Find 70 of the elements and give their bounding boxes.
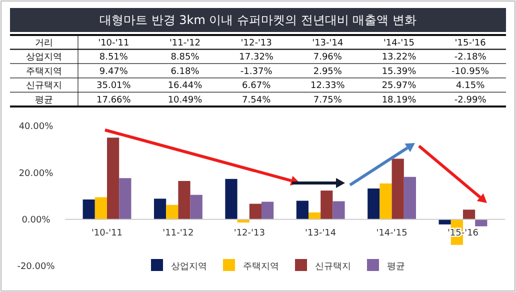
bar [368, 188, 380, 220]
category-label: '10-'11 [98, 38, 130, 48]
text: 주택지역 [26, 66, 62, 77]
x-tick-label: '14-'15 [376, 228, 408, 238]
text: 상업지역 [26, 52, 62, 63]
data-label: 12.33% [310, 81, 346, 92]
data-label: 9.47% [99, 66, 128, 77]
category-label: '13-'14 [312, 38, 344, 48]
y-tick-label: 0.00% [22, 215, 51, 226]
data-label: 4.15% [456, 81, 486, 92]
bar [107, 138, 120, 220]
data-label: 25.97% [382, 81, 417, 92]
bar [94, 197, 108, 220]
data-label: 16.44% [168, 81, 203, 92]
x-tick-label: '10-'11 [91, 228, 123, 238]
text: 평균 [35, 96, 53, 106]
data-label: 6.18% [170, 66, 200, 77]
category-label: '15-'16 [454, 38, 486, 48]
bar [320, 190, 333, 220]
data-label: -2.18% [454, 52, 487, 63]
x-tick-label: '13-'14 [305, 228, 336, 238]
bar [332, 201, 345, 220]
y-tick-label: 20.00% [18, 168, 54, 179]
text: 신규택지 [26, 81, 62, 92]
data-label: 2.95% [313, 66, 342, 77]
data-label: 17.66% [96, 96, 132, 106]
bar [296, 200, 308, 220]
data-label: -1.37% [240, 66, 273, 77]
x-tick-label: '11-'12 [162, 228, 194, 238]
bar [380, 183, 392, 220]
data-label: 7.54% [242, 96, 272, 106]
data-label: 7.75% [313, 96, 342, 106]
bar [462, 210, 476, 220]
data-label: 8.51% [99, 52, 128, 63]
category-label: '12-'13 [240, 38, 272, 48]
data-label: 8.85% [170, 52, 200, 63]
legend-label: 상업지역 [171, 262, 207, 272]
data-label: 13.22% [382, 52, 417, 63]
data-label: 35.01% [96, 81, 132, 92]
data-label: -10.95% [452, 66, 490, 77]
bar [475, 219, 488, 226]
bar [249, 204, 262, 220]
chart-title: 대형마트 반경 3km 이내 슈퍼마켓의 전년대비 매출액 변화 [100, 13, 416, 27]
legend-label: 신규택지 [315, 262, 351, 272]
bar [190, 194, 202, 220]
bar [225, 178, 238, 220]
bar [178, 180, 190, 220]
data-label: 6.67% [242, 81, 272, 92]
bar [262, 202, 274, 220]
y-tick-label: -20.00% [17, 262, 56, 272]
legend-label: 평균 [387, 262, 405, 272]
bar [392, 158, 404, 220]
text: 거리 [35, 38, 53, 48]
x-tick-label: '12-'13 [234, 228, 265, 238]
data-label: 15.39% [382, 66, 417, 77]
bar [154, 198, 166, 220]
y-tick-label: 40.00% [18, 122, 54, 132]
legend-label: 주택지역 [243, 262, 279, 272]
data-label: 10.49% [168, 96, 203, 106]
bar [404, 176, 416, 220]
bar [166, 204, 178, 220]
data-label: 18.19% [382, 96, 417, 106]
category-label: '11-'12 [169, 38, 201, 48]
category-label: '14-'15 [383, 38, 415, 48]
data-label: 17.32% [239, 52, 274, 63]
data-label: -2.99% [454, 96, 487, 106]
data-label: 7.96% [313, 52, 342, 63]
bar [308, 212, 321, 220]
bar [119, 178, 132, 220]
bar [82, 199, 95, 220]
